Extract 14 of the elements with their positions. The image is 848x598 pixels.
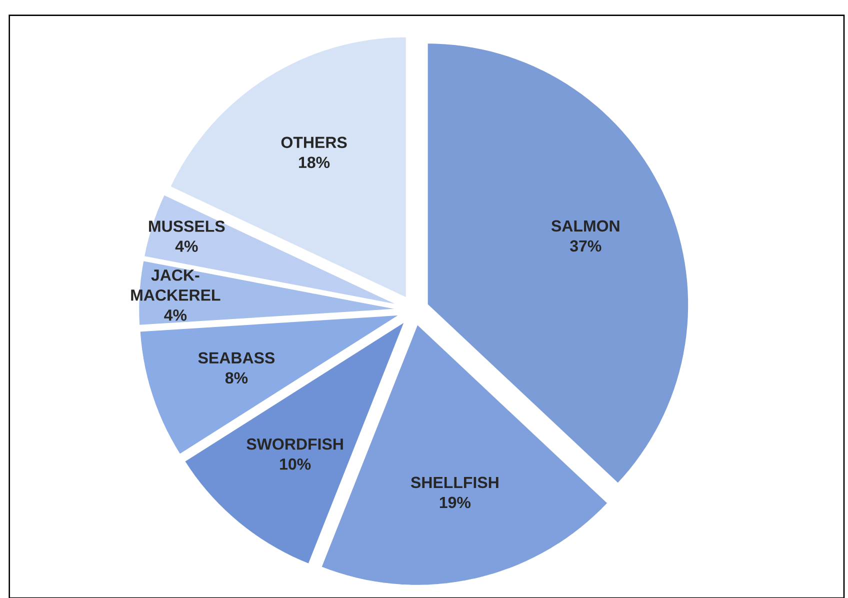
slice-label: SWORDFISH <box>246 438 343 450</box>
slice-label: JACK-MACKEREL <box>131 269 220 301</box>
data-label: 8% <box>225 372 248 384</box>
data-label: 4% <box>175 240 198 252</box>
slice-label: OTHERS <box>281 136 347 148</box>
data-label: 19% <box>440 496 471 508</box>
slice-label: SEABASS <box>198 352 275 364</box>
data-label: 18% <box>299 156 330 168</box>
data-label: 10% <box>280 458 311 470</box>
slice-label: SHELLFISH <box>410 476 498 488</box>
data-label: 37% <box>570 240 602 252</box>
slice-label: MUSSELS <box>149 220 225 232</box>
data-label: 4% <box>164 310 187 321</box>
slice-label: SALMON <box>551 220 620 232</box>
